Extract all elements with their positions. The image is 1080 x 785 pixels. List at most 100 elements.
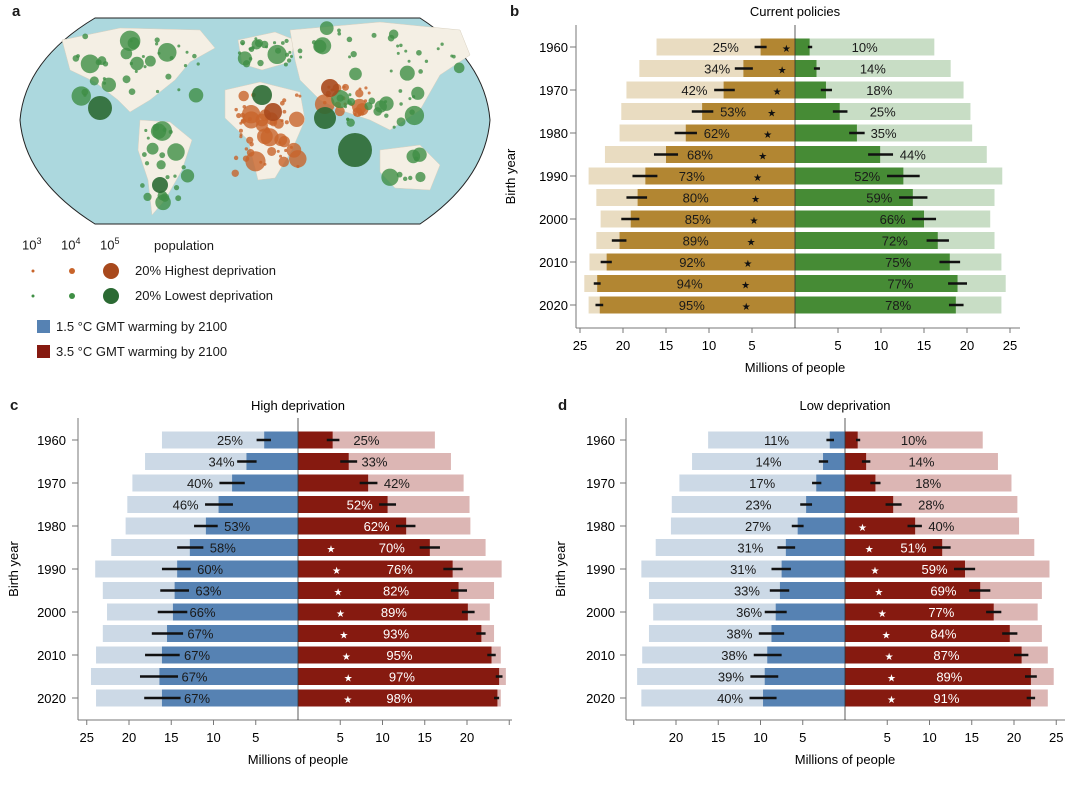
legend-high-dot xyxy=(31,269,35,273)
percent-label: 68% xyxy=(687,148,713,163)
low-deprivation-dot xyxy=(408,175,413,181)
percent-label: 59% xyxy=(866,191,892,206)
low-deprivation-dot xyxy=(144,161,150,166)
chart-panel-b: Current policies Birth year Millions of pe… xyxy=(503,4,1020,375)
bar-affected xyxy=(845,603,994,621)
x-tick-label: 15 xyxy=(711,730,725,745)
x-tick-label: 10 xyxy=(375,730,389,745)
bar-affected xyxy=(159,668,298,685)
significance-star: ★ xyxy=(749,216,758,227)
bar-total xyxy=(795,60,951,77)
percent-label: 33% xyxy=(734,584,760,599)
bar-affected xyxy=(775,603,845,621)
bar-affected xyxy=(298,646,492,664)
low-deprivation-dot xyxy=(283,62,288,67)
low-deprivation-dot xyxy=(379,96,394,111)
low-deprivation-dot xyxy=(130,56,144,71)
significance-star: ★ xyxy=(743,259,752,270)
bar-affected xyxy=(771,625,845,642)
percent-label: 52% xyxy=(854,169,880,184)
low-deprivation-dot xyxy=(143,65,147,69)
bar-affected xyxy=(174,582,298,599)
blue-swatch xyxy=(37,320,50,333)
high-deprivation-dot xyxy=(321,79,339,97)
size-exp: 4 xyxy=(75,236,81,246)
low-deprivation-dot xyxy=(384,113,389,118)
high-deprivation-dot xyxy=(246,136,254,144)
year-tick-label: 1980 xyxy=(539,126,568,141)
year-tick-label: 1960 xyxy=(586,433,615,448)
low-deprivation-dot xyxy=(144,55,156,67)
low-deprivation-dot xyxy=(192,53,197,59)
low-deprivation-dot xyxy=(384,100,388,104)
significance-star: ★ xyxy=(342,652,351,663)
y-axis-label: Birth year xyxy=(503,148,518,204)
size-base: 10 xyxy=(61,237,76,253)
x-tick-label: 25 xyxy=(80,730,94,745)
low-deprivation-dot xyxy=(349,67,362,81)
low-deprivation-dot xyxy=(297,48,303,54)
low-deprivation-dot xyxy=(155,42,159,46)
x-tick-label: 10 xyxy=(206,730,220,745)
world-map xyxy=(19,17,491,225)
bar-affected xyxy=(845,431,858,449)
x-tick-label: 5 xyxy=(337,730,344,745)
low-deprivation-dot xyxy=(416,49,422,56)
low-deprivation-dot xyxy=(418,69,423,74)
percent-label: 18% xyxy=(866,83,892,98)
low-deprivation-dot xyxy=(252,85,272,105)
x-tick-label: 20 xyxy=(669,730,683,745)
size-base: 10 xyxy=(22,237,37,253)
bar-affected xyxy=(298,496,388,513)
percent-label: 36% xyxy=(736,605,762,620)
significance-star: ★ xyxy=(742,302,751,313)
significance-star: ★ xyxy=(343,695,352,706)
bar-affected xyxy=(298,625,482,642)
percent-label: 14% xyxy=(908,455,934,470)
low-deprivation-dot xyxy=(257,59,264,67)
low-deprivation-dot xyxy=(396,44,400,48)
percent-label: 67% xyxy=(181,670,207,685)
bar-affected xyxy=(232,474,298,492)
high-deprivation-dot xyxy=(231,169,239,177)
percent-label: 95% xyxy=(679,298,705,313)
bar-affected xyxy=(845,496,894,513)
low-deprivation-dot xyxy=(154,37,160,43)
bar-affected xyxy=(619,232,795,249)
size-exp: 3 xyxy=(36,236,42,246)
bar-total xyxy=(795,38,935,56)
percent-label: 10% xyxy=(852,40,878,55)
low-deprivation-dot xyxy=(183,63,188,68)
percent-label: 31% xyxy=(730,562,756,577)
percent-label: 17% xyxy=(749,476,775,491)
percent-label: 77% xyxy=(928,605,954,620)
significance-star: ★ xyxy=(887,695,896,706)
bar-affected xyxy=(785,539,845,556)
bar-affected xyxy=(298,453,349,470)
low-deprivation-dot xyxy=(185,50,189,54)
percent-label: 53% xyxy=(720,105,746,120)
low-deprivation-dot xyxy=(406,149,421,164)
year-tick-label: 2020 xyxy=(539,298,568,313)
percent-label: 28% xyxy=(918,498,944,513)
percent-label: 25% xyxy=(870,105,896,120)
legend-high-deprivation: 20% Highest deprivation xyxy=(135,263,276,278)
year-tick-label: 2010 xyxy=(539,255,568,270)
low-deprivation-dot xyxy=(165,73,172,80)
size-base: 10 xyxy=(100,237,115,253)
x-tick-label: 20 xyxy=(960,338,974,353)
x-tick-label: 20 xyxy=(460,730,474,745)
bar-affected xyxy=(763,689,845,707)
high-deprivation-dot xyxy=(239,133,243,137)
bar-affected xyxy=(597,275,795,292)
percent-label: 67% xyxy=(187,627,213,642)
x-axis-label: Millions of people xyxy=(248,752,348,767)
bar-total xyxy=(845,431,983,449)
bar-affected xyxy=(606,253,795,271)
low-deprivation-dot xyxy=(248,47,252,51)
low-deprivation-dot xyxy=(338,133,372,167)
high-deprivation-dot xyxy=(286,142,302,158)
percent-label: 66% xyxy=(880,212,906,227)
percent-label: 78% xyxy=(885,298,911,313)
low-deprivation-dot xyxy=(134,69,138,73)
